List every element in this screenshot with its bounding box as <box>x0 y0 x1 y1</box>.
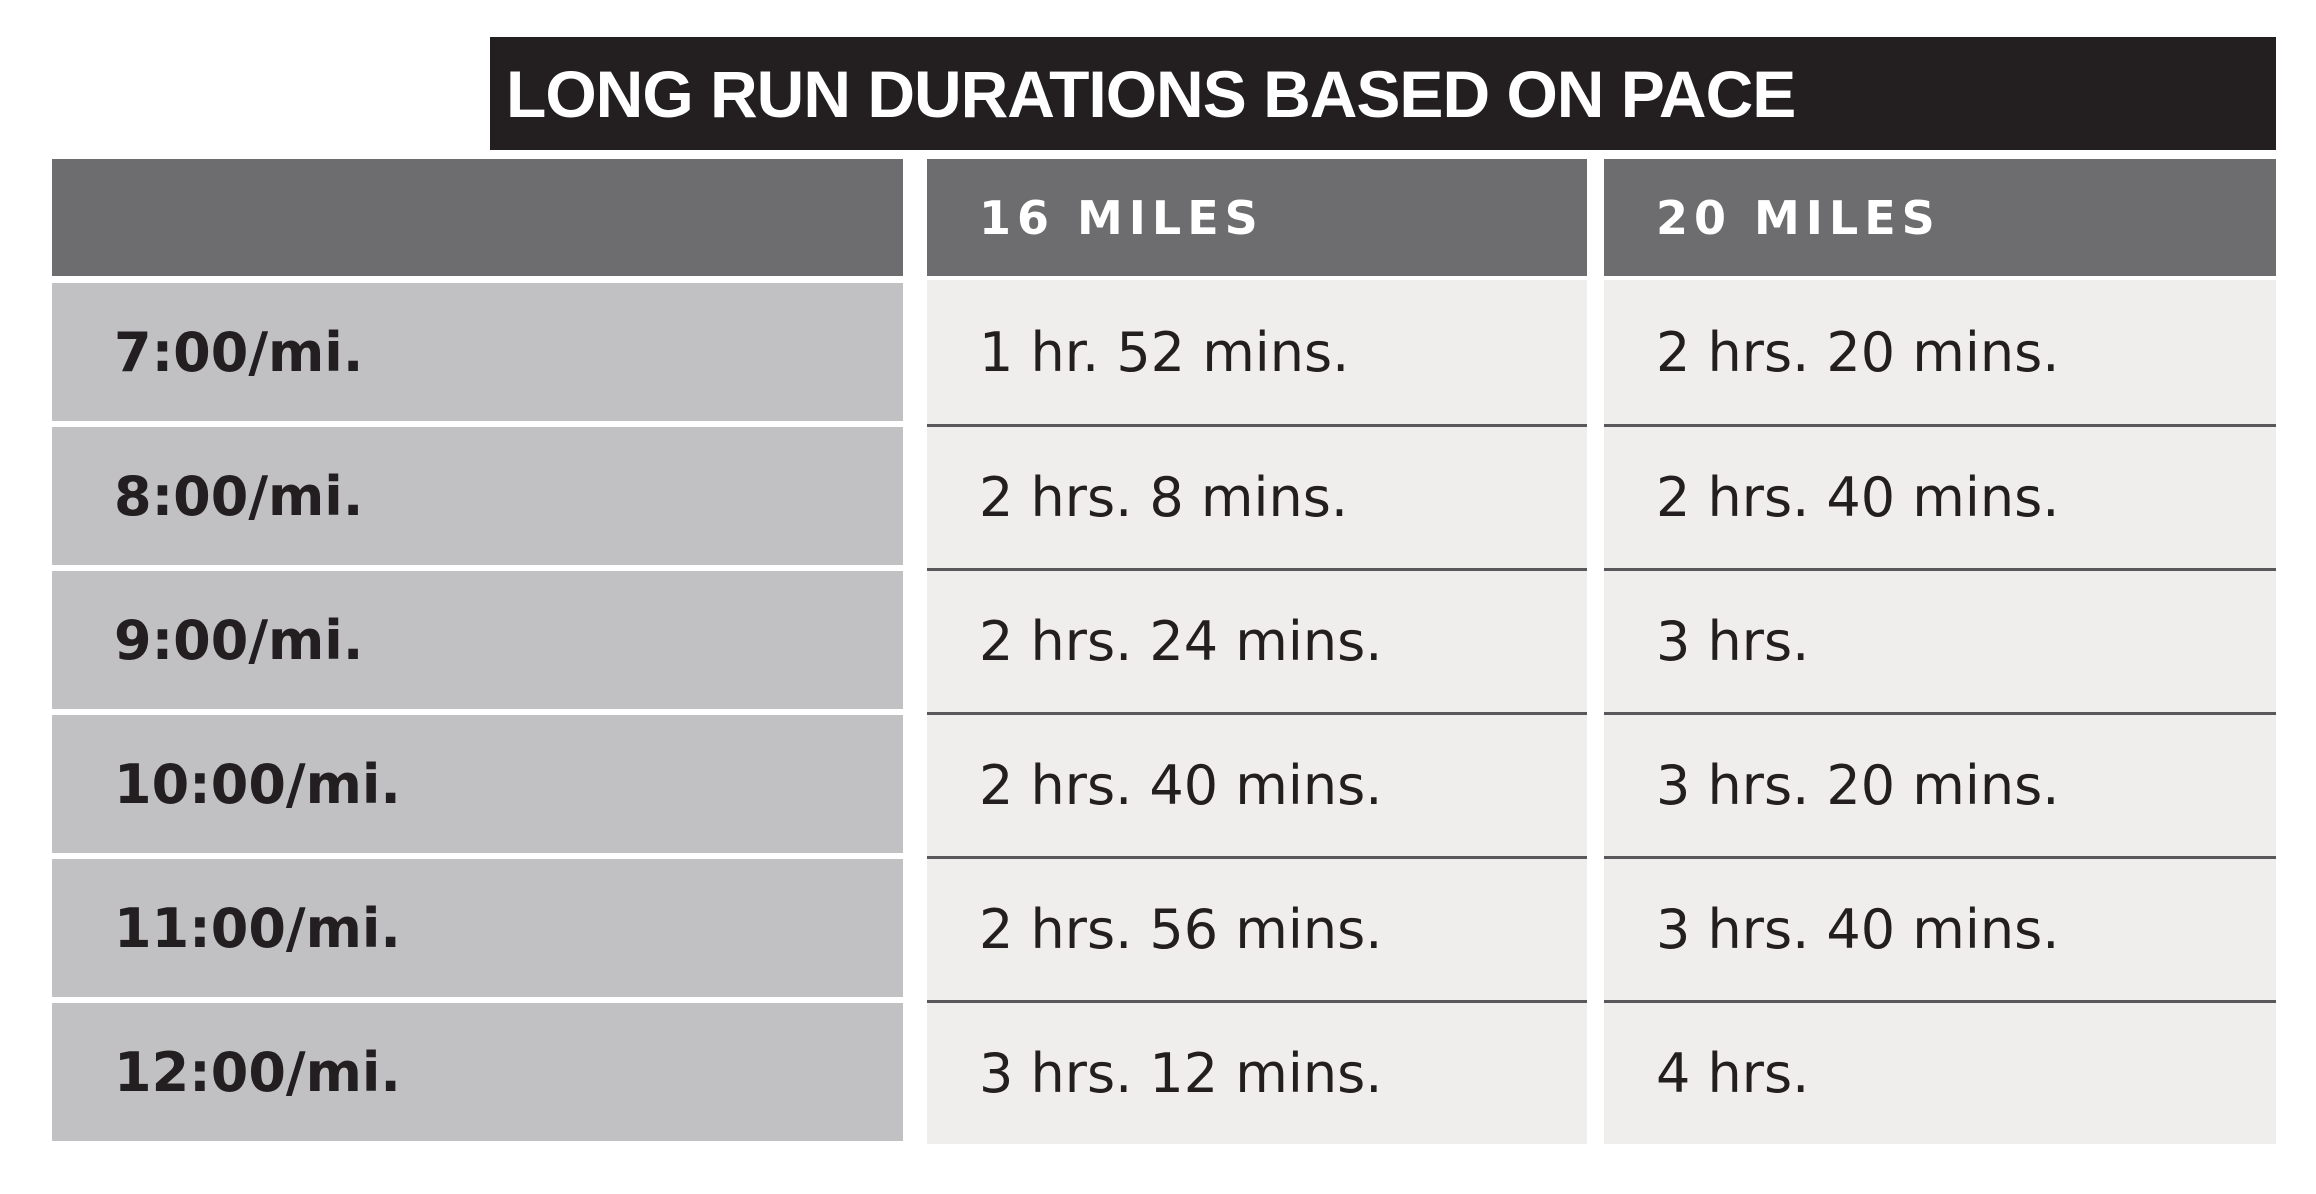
header-blank <box>52 159 903 276</box>
column-header: 16 MILES <box>927 159 1587 276</box>
duration-cell: 2 hrs. 40 mins. <box>927 712 1587 856</box>
duration-cell: 4 hrs. <box>1604 1000 2276 1144</box>
pace-cell: 9:00/mi. <box>52 571 903 709</box>
duration-cell: 3 hrs. 40 mins. <box>1604 856 2276 1000</box>
duration-cell: 3 hrs. 12 mins. <box>927 1000 1587 1144</box>
duration-cell: 2 hrs. 20 mins. <box>1604 280 2276 424</box>
duration-cell: 1 hr. 52 mins. <box>927 280 1587 424</box>
column-header: 20 MILES <box>1604 159 2276 276</box>
pace-cell: 11:00/mi. <box>52 859 903 997</box>
pace-cell: 7:00/mi. <box>52 283 903 421</box>
pace-cell: 12:00/mi. <box>52 1003 903 1141</box>
pace-cell: 10:00/mi. <box>52 715 903 853</box>
duration-cell: 2 hrs. 40 mins. <box>1604 424 2276 568</box>
duration-cell: 3 hrs. 20 mins. <box>1604 712 2276 856</box>
title: LONG RUN DURATIONS BASED ON PACE <box>506 56 1796 131</box>
duration-cell: 2 hrs. 8 mins. <box>927 424 1587 568</box>
title-bar: LONG RUN DURATIONS BASED ON PACE <box>490 37 2276 150</box>
duration-cell: 2 hrs. 56 mins. <box>927 856 1587 1000</box>
duration-cell: 2 hrs. 24 mins. <box>927 568 1587 712</box>
duration-cell: 3 hrs. <box>1604 568 2276 712</box>
pace-cell: 8:00/mi. <box>52 427 903 565</box>
